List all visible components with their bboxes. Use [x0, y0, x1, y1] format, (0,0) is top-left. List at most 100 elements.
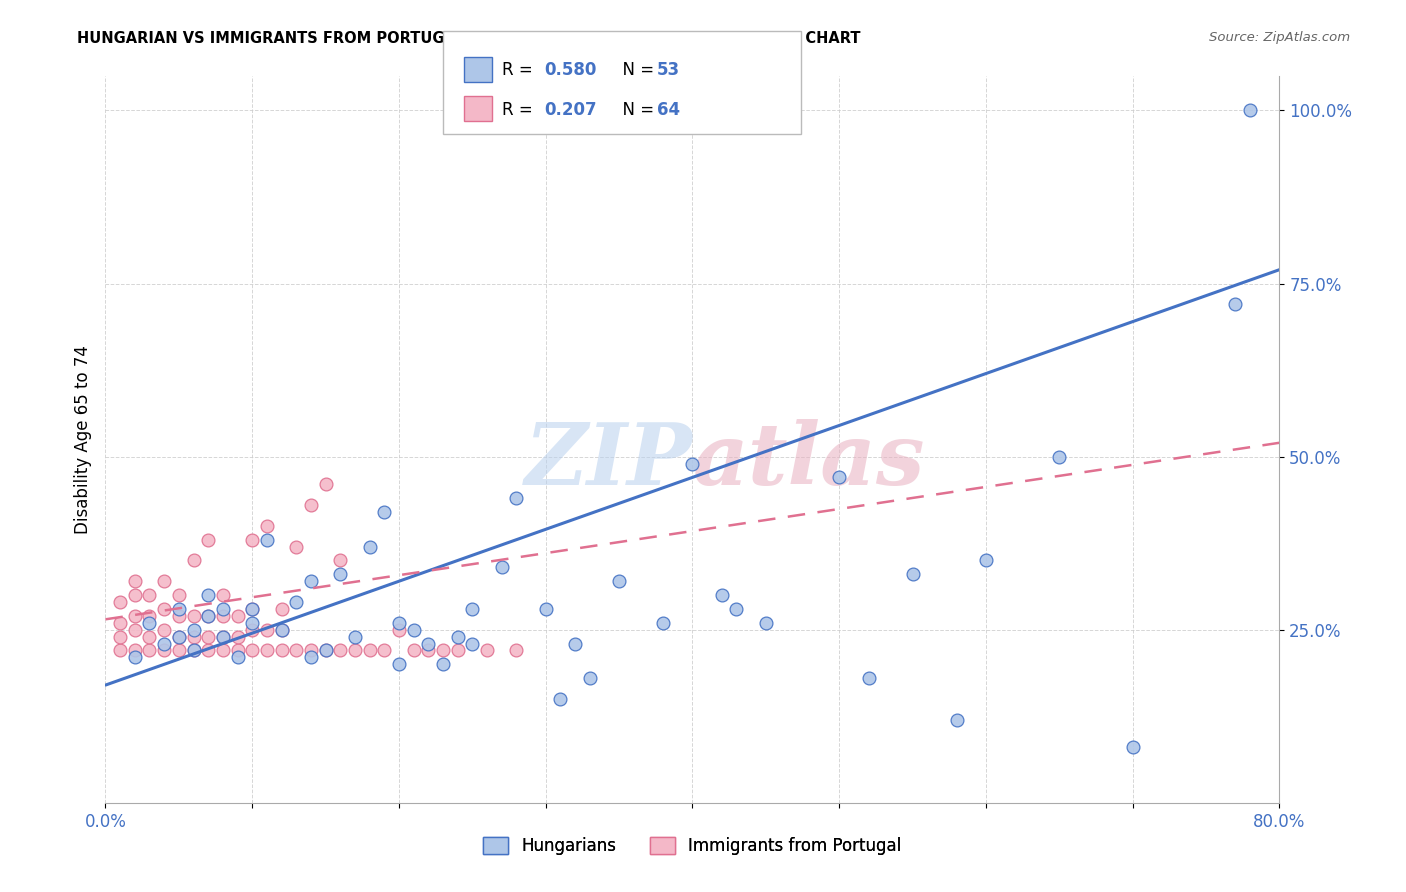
Point: [388, 615, 411, 630]
Text: N =: N =: [612, 62, 659, 79]
Point: [240, 615, 263, 630]
Point: [138, 630, 160, 644]
Point: [124, 650, 146, 665]
Point: [329, 643, 352, 657]
Point: [108, 615, 131, 630]
Point: [167, 630, 190, 644]
Point: [858, 671, 880, 685]
Point: [183, 623, 205, 637]
Point: [167, 608, 190, 623]
Point: [153, 623, 176, 637]
Point: [211, 602, 233, 616]
Point: [240, 533, 263, 547]
Point: [945, 713, 967, 727]
Point: [578, 671, 600, 685]
Point: [138, 615, 160, 630]
Point: [197, 643, 219, 657]
Point: [505, 643, 527, 657]
Point: [550, 692, 572, 706]
Point: [108, 595, 131, 609]
Point: [315, 643, 337, 657]
Text: 0.580: 0.580: [544, 62, 596, 79]
Legend: Hungarians, Immigrants from Portugal: Hungarians, Immigrants from Portugal: [475, 829, 910, 863]
Text: Source: ZipAtlas.com: Source: ZipAtlas.com: [1209, 31, 1350, 45]
Point: [138, 643, 160, 657]
Point: [299, 498, 322, 512]
Point: [108, 643, 131, 657]
Point: [153, 574, 176, 589]
Point: [432, 643, 454, 657]
Point: [124, 588, 146, 602]
Point: [755, 615, 778, 630]
Point: [183, 643, 205, 657]
Point: [270, 623, 292, 637]
Point: [491, 560, 513, 574]
Text: 53: 53: [657, 62, 679, 79]
Point: [153, 602, 176, 616]
Text: atlas: atlas: [693, 419, 925, 503]
Point: [329, 553, 352, 567]
Point: [256, 533, 278, 547]
Point: [652, 615, 675, 630]
Point: [183, 643, 205, 657]
Point: [211, 630, 233, 644]
Text: 64: 64: [657, 101, 679, 119]
Point: [418, 643, 440, 657]
Point: [226, 650, 249, 665]
Point: [373, 643, 395, 657]
Point: [124, 643, 146, 657]
Point: [329, 567, 352, 582]
Point: [315, 477, 337, 491]
Point: [343, 630, 366, 644]
Point: [505, 491, 527, 505]
Point: [270, 602, 292, 616]
Point: [418, 636, 440, 650]
Point: [256, 519, 278, 533]
Point: [607, 574, 630, 589]
Point: [226, 643, 249, 657]
Point: [475, 643, 498, 657]
Point: [373, 505, 395, 519]
Point: [564, 636, 586, 650]
Point: [167, 643, 190, 657]
Point: [108, 630, 131, 644]
Point: [270, 643, 292, 657]
Point: [226, 630, 249, 644]
Point: [197, 608, 219, 623]
Point: [299, 643, 322, 657]
Point: [256, 643, 278, 657]
Point: [270, 623, 292, 637]
Text: N =: N =: [612, 101, 659, 119]
Point: [197, 630, 219, 644]
Point: [359, 643, 381, 657]
Point: [901, 567, 924, 582]
Text: R =: R =: [502, 62, 538, 79]
Point: [299, 650, 322, 665]
Point: [124, 608, 146, 623]
Point: [343, 643, 366, 657]
Point: [240, 602, 263, 616]
Point: [461, 602, 484, 616]
Point: [285, 595, 308, 609]
Point: [226, 608, 249, 623]
Point: [124, 623, 146, 637]
Point: [183, 608, 205, 623]
Text: HUNGARIAN VS IMMIGRANTS FROM PORTUGAL DISABILITY AGE 65 TO 74 CORRELATION CHART: HUNGARIAN VS IMMIGRANTS FROM PORTUGAL DI…: [77, 31, 860, 46]
Point: [183, 553, 205, 567]
Point: [285, 643, 308, 657]
Point: [725, 602, 748, 616]
Point: [315, 643, 337, 657]
Point: [402, 623, 425, 637]
Point: [388, 623, 411, 637]
Point: [1122, 740, 1144, 755]
Point: [1239, 103, 1261, 118]
Point: [197, 588, 219, 602]
Point: [402, 643, 425, 657]
Point: [828, 470, 851, 484]
Point: [974, 553, 997, 567]
Point: [153, 636, 176, 650]
Point: [240, 602, 263, 616]
Point: [124, 574, 146, 589]
Point: [183, 630, 205, 644]
Point: [447, 643, 470, 657]
